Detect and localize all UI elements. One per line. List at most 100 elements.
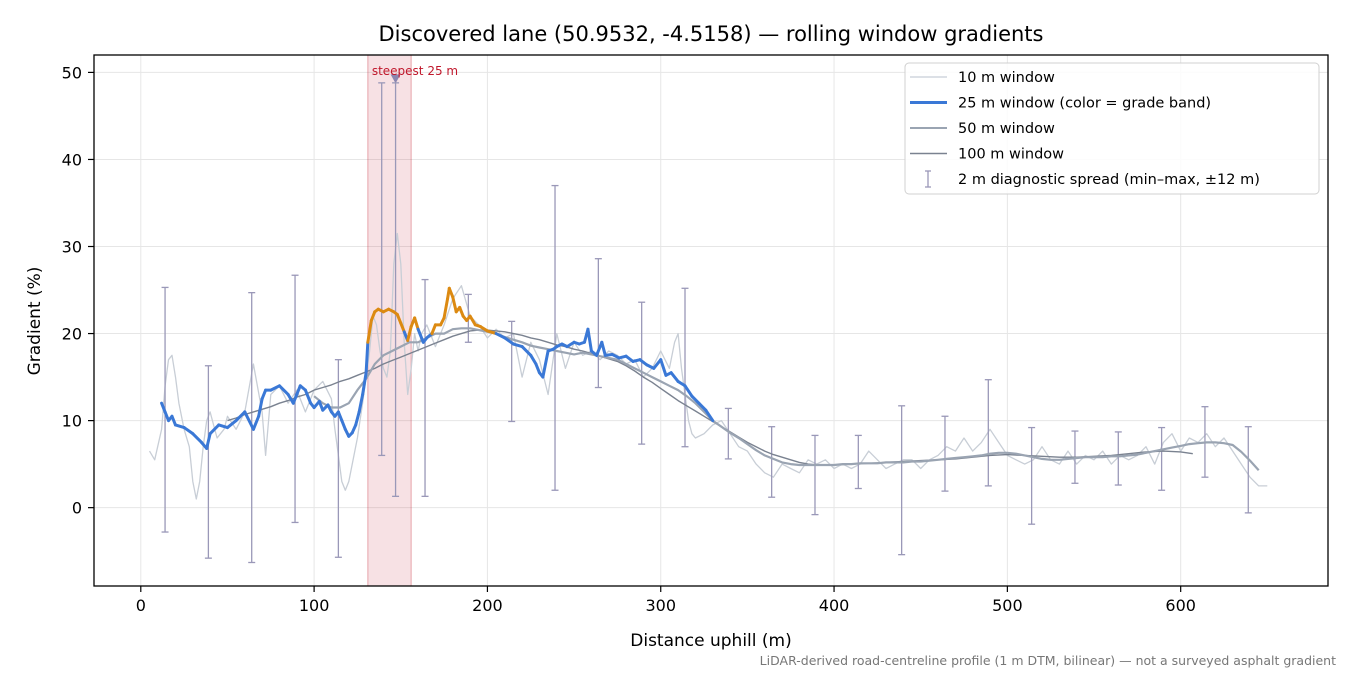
error-bar (681, 287, 689, 448)
series-25m-segment (485, 329, 498, 336)
series-10m-line (148, 232, 1268, 500)
x-axis-title: Distance uphill (m) (630, 631, 791, 651)
error-bar (941, 415, 949, 492)
error-bar (421, 278, 429, 497)
series-25m-segment (357, 392, 365, 414)
error-bar (768, 426, 776, 498)
series-25m-segment (697, 401, 708, 412)
error-bar (854, 434, 862, 490)
series-25m-segment (529, 353, 538, 366)
chart-title: Discovered lane (50.9532, -4.5158) — rol… (379, 22, 1044, 46)
series-25m-segment (442, 297, 450, 320)
series-25m-segment (511, 342, 524, 349)
series-25m-segment (586, 327, 593, 353)
series-25m-segment (416, 327, 425, 344)
legend-label: 100 m window (958, 147, 1064, 163)
series-25m-segment (234, 410, 247, 423)
series-25m-segment (205, 432, 212, 450)
plot-frame (93, 54, 1329, 587)
steepest-label: steepest 25 m (372, 64, 458, 78)
series-25m-segment (225, 419, 238, 430)
x-tick-label: 300 (645, 596, 676, 615)
x-tick-label: 0 (136, 596, 146, 615)
legend-item: 50 m window (910, 121, 1055, 137)
series-25m-segment (458, 305, 465, 318)
series-25m-segment (336, 410, 344, 423)
error-bar (594, 258, 602, 389)
legend: 10 m window 25 m window (color = grade ba… (904, 62, 1320, 195)
error-bar (1244, 426, 1252, 514)
series-25m-segment (534, 362, 541, 375)
error-bar (811, 434, 819, 516)
error-bar (551, 184, 559, 491)
y-tick-label: 20 (62, 325, 82, 344)
series-25m-segment (251, 414, 261, 431)
series-25m-segment (217, 423, 229, 430)
series-25m-segment (399, 321, 406, 334)
series-layer (148, 82, 1268, 564)
legend-item: 2 m diagnostic spread (min–max, ±12 m) (925, 170, 1260, 188)
series-25m-segment (303, 388, 313, 405)
series-25m-segment (447, 286, 455, 299)
series-25m-segment (652, 358, 663, 370)
axes-layer: 0 100 200 300 400 500 600 0 10 20 30 40 50 (62, 54, 1329, 615)
error-bar (378, 82, 386, 457)
y-tick-label: 30 (62, 238, 82, 257)
series-25m-segment (361, 371, 368, 396)
footnote: LiDAR-derived road-centreline profile (1… (760, 653, 1336, 668)
error-bar (984, 379, 992, 487)
legend-label: 10 m window (958, 70, 1055, 86)
series-25m-segment (690, 394, 701, 405)
series-25m-segment (413, 316, 420, 331)
error-bar (724, 407, 732, 460)
series-25m-segment (468, 314, 477, 327)
x-tick-label: 400 (819, 596, 850, 615)
error-bar (204, 365, 212, 559)
error-bar (392, 82, 400, 497)
error-bar (638, 301, 646, 445)
series-25m-segment (406, 325, 413, 343)
series-25m-segment (669, 371, 680, 383)
series-25m-segment (364, 340, 370, 375)
series-25m-segment (340, 419, 347, 431)
legend-label: 50 m window (958, 121, 1055, 137)
series-25m-segment (451, 295, 458, 314)
grid-layer (94, 55, 1328, 586)
series-25m-segment (520, 345, 533, 357)
series-25m-segment (395, 312, 403, 325)
x-tick-label: 100 (299, 596, 330, 615)
x-tick-label: 500 (992, 596, 1023, 615)
error-bar (1028, 426, 1036, 525)
series-25m-segment (208, 423, 221, 436)
series-25m-segment (366, 319, 373, 344)
series-25m-segment (170, 414, 177, 427)
x-tick-label: 200 (472, 596, 503, 615)
series-25m-segment (683, 384, 694, 398)
steepest-marker (390, 74, 401, 84)
series-25m-segment (354, 410, 361, 427)
legend-box (904, 62, 1320, 195)
series-25m-segment (191, 432, 203, 444)
error-bar (1114, 431, 1122, 486)
series-25m-segment (243, 410, 255, 431)
legend-label: 2 m diagnostic spread (min–max, ±12 m) (958, 172, 1260, 188)
x-tick-label: 600 (1165, 596, 1196, 615)
series-50m-line (313, 327, 1260, 471)
error-bar (898, 405, 906, 556)
y-tick-label: 50 (62, 63, 82, 82)
legend-item: 100 m window (910, 147, 1064, 163)
y-tick-label: 0 (72, 499, 82, 518)
legend-item: 10 m window (910, 70, 1055, 86)
series-25m-segment (173, 423, 186, 430)
legend-item: 25 m window (color = grade band) (910, 96, 1211, 112)
series-25m-segment (600, 340, 607, 357)
series-25m-segment (182, 426, 195, 436)
series-25m-segment (257, 397, 264, 418)
series-25m-segment (291, 392, 299, 405)
series-25m-segment (503, 336, 515, 346)
legend-label: 25 m window (color = grade band) (958, 96, 1211, 112)
y-axis-title: Gradient (%) (25, 267, 45, 376)
series-25m-segment (430, 323, 437, 336)
